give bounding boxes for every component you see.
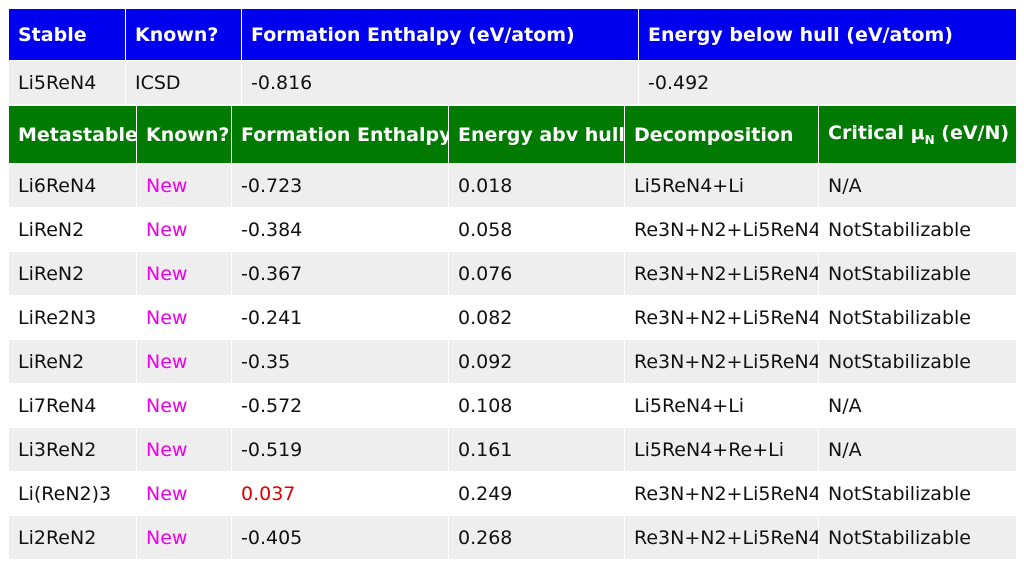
cell-known: New [136, 471, 232, 516]
cell-hull: 0.092 [448, 339, 625, 384]
metastable-header-enthalpy: Formation Enthalpy [231, 105, 449, 164]
cell-enthalpy: -0.367 [231, 251, 449, 296]
cell-critical-mu: NotStabilizable [818, 295, 1017, 340]
cell-hull: 0.076 [448, 251, 625, 296]
cell-known: New [136, 251, 232, 296]
cell-known: New [136, 427, 232, 472]
cell-critical-mu: N/A [818, 163, 1017, 208]
cell-decomposition: Re3N+N2+Li5ReN4 [624, 295, 819, 340]
cell-hull: 0.018 [448, 163, 625, 208]
cell-critical-mu: NotStabilizable [818, 339, 1017, 384]
cell-decomposition: Re3N+N2+Li5ReN4 [624, 515, 819, 560]
critical-mu-unit: (eV/N) [934, 122, 1010, 145]
cell-known: New [136, 207, 232, 252]
metastable-table: Metastable Known? Formation Enthalpy Ene… [8, 105, 1017, 560]
cell-critical-mu: NotStabilizable [818, 471, 1017, 516]
table-row: Li6ReN4 New -0.723 0.018 Li5ReN4+Li N/A [8, 163, 1017, 208]
cell-decomposition: Re3N+N2+Li5ReN4 [624, 471, 819, 516]
cell-name: Li(ReN2)3 [8, 471, 137, 516]
cell-critical-mu: N/A [818, 427, 1017, 472]
stable-header-row: Stable Known? Formation Enthalpy (eV/ato… [8, 8, 1017, 61]
cell-hull: 0.249 [448, 471, 625, 516]
cell-decomposition: Li5ReN4+Li [624, 163, 819, 208]
metastable-header-known: Known? [136, 105, 232, 164]
cell-hull: 0.161 [448, 427, 625, 472]
metastable-header-critical-mu: Critical μN (eV/N) [818, 105, 1017, 164]
table-row: Li3ReN2 New -0.519 0.161 Li5ReN4+Re+Li N/A [8, 427, 1017, 472]
cell-known: New [136, 383, 232, 428]
cell-decomposition: Re3N+N2+Li5ReN4 [624, 339, 819, 384]
stable-hull: -0.492 [638, 60, 1017, 105]
table-row: Li(ReN2)3 New 0.037 0.249 Re3N+N2+Li5ReN4 Not… [8, 471, 1017, 516]
table-row: LiReN2 New -0.35 0.092 Re3N+N2+Li5ReN4 NotSta… [8, 339, 1017, 384]
cell-enthalpy: -0.384 [231, 207, 449, 252]
cell-enthalpy: 0.037 [231, 471, 449, 516]
cell-hull: 0.082 [448, 295, 625, 340]
cell-hull: 0.108 [448, 383, 625, 428]
cell-name: Li7ReN4 [8, 383, 137, 428]
metastable-body: Li6ReN4 New -0.723 0.018 Li5ReN4+Li N/A LiReN2… [8, 163, 1017, 560]
cell-critical-mu: N/A [818, 383, 1017, 428]
cell-hull: 0.268 [448, 515, 625, 560]
cell-known: New [136, 339, 232, 384]
cell-known: New [136, 295, 232, 340]
stable-header-enthalpy: Formation Enthalpy (eV/atom) [241, 8, 639, 61]
cell-critical-mu: NotStabilizable [818, 207, 1017, 252]
materials-tables: Stable Known? Formation Enthalpy (eV/ato… [8, 8, 1017, 560]
metastable-header-hull: Energy abv hull [448, 105, 625, 164]
cell-name: LiReN2 [8, 339, 137, 384]
table-row: Li7ReN4 New -0.572 0.108 Li5ReN4+Li N/A [8, 383, 1017, 428]
critical-mu-label: Critical μ [828, 122, 925, 145]
stable-header-stable: Stable [8, 8, 126, 61]
cell-enthalpy: -0.572 [231, 383, 449, 428]
cell-name: Li6ReN4 [8, 163, 137, 208]
cell-name: LiReN2 [8, 207, 137, 252]
cell-name: Li3ReN2 [8, 427, 137, 472]
metastable-header-decomposition: Decomposition [624, 105, 819, 164]
cell-decomposition: Li5ReN4+Li [624, 383, 819, 428]
cell-name: Li2ReN2 [8, 515, 137, 560]
stable-name: Li5ReN4 [8, 60, 126, 105]
stable-header-known: Known? [125, 8, 242, 61]
cell-critical-mu: NotStabilizable [818, 251, 1017, 296]
cell-known: New [136, 163, 232, 208]
cell-name: LiRe2N3 [8, 295, 137, 340]
cell-enthalpy: -0.405 [231, 515, 449, 560]
critical-mu-subscript: N [924, 132, 935, 147]
cell-enthalpy: -0.35 [231, 339, 449, 384]
stable-known: ICSD [125, 60, 242, 105]
table-row: LiReN2 New -0.384 0.058 Re3N+N2+Li5ReN4 NotSt… [8, 207, 1017, 252]
cell-hull: 0.058 [448, 207, 625, 252]
cell-name: LiReN2 [8, 251, 137, 296]
stable-enthalpy: -0.816 [241, 60, 639, 105]
cell-enthalpy: -0.723 [231, 163, 449, 208]
cell-known: New [136, 515, 232, 560]
metastable-header-name: Metastable [8, 105, 137, 164]
stable-table: Stable Known? Formation Enthalpy (eV/ato… [8, 8, 1017, 105]
table-row: LiRe2N3 New -0.241 0.082 Re3N+N2+Li5ReN4 NotS… [8, 295, 1017, 340]
metastable-header-row: Metastable Known? Formation Enthalpy Ene… [8, 105, 1017, 164]
cell-enthalpy: -0.519 [231, 427, 449, 472]
cell-decomposition: Li5ReN4+Re+Li [624, 427, 819, 472]
stable-header-hull: Energy below hull (eV/atom) [638, 8, 1017, 61]
cell-decomposition: Re3N+N2+Li5ReN4 [624, 251, 819, 296]
cell-enthalpy: -0.241 [231, 295, 449, 340]
cell-decomposition: Re3N+N2+Li5ReN4 [624, 207, 819, 252]
table-row: LiReN2 New -0.367 0.076 Re3N+N2+Li5ReN4 NotSt… [8, 251, 1017, 296]
cell-critical-mu: NotStabilizable [818, 515, 1017, 560]
table-row: Li2ReN2 New -0.405 0.268 Re3N+N2+Li5ReN4 NotS… [8, 515, 1017, 560]
stable-row: Li5ReN4 ICSD -0.816 -0.492 [8, 60, 1017, 105]
